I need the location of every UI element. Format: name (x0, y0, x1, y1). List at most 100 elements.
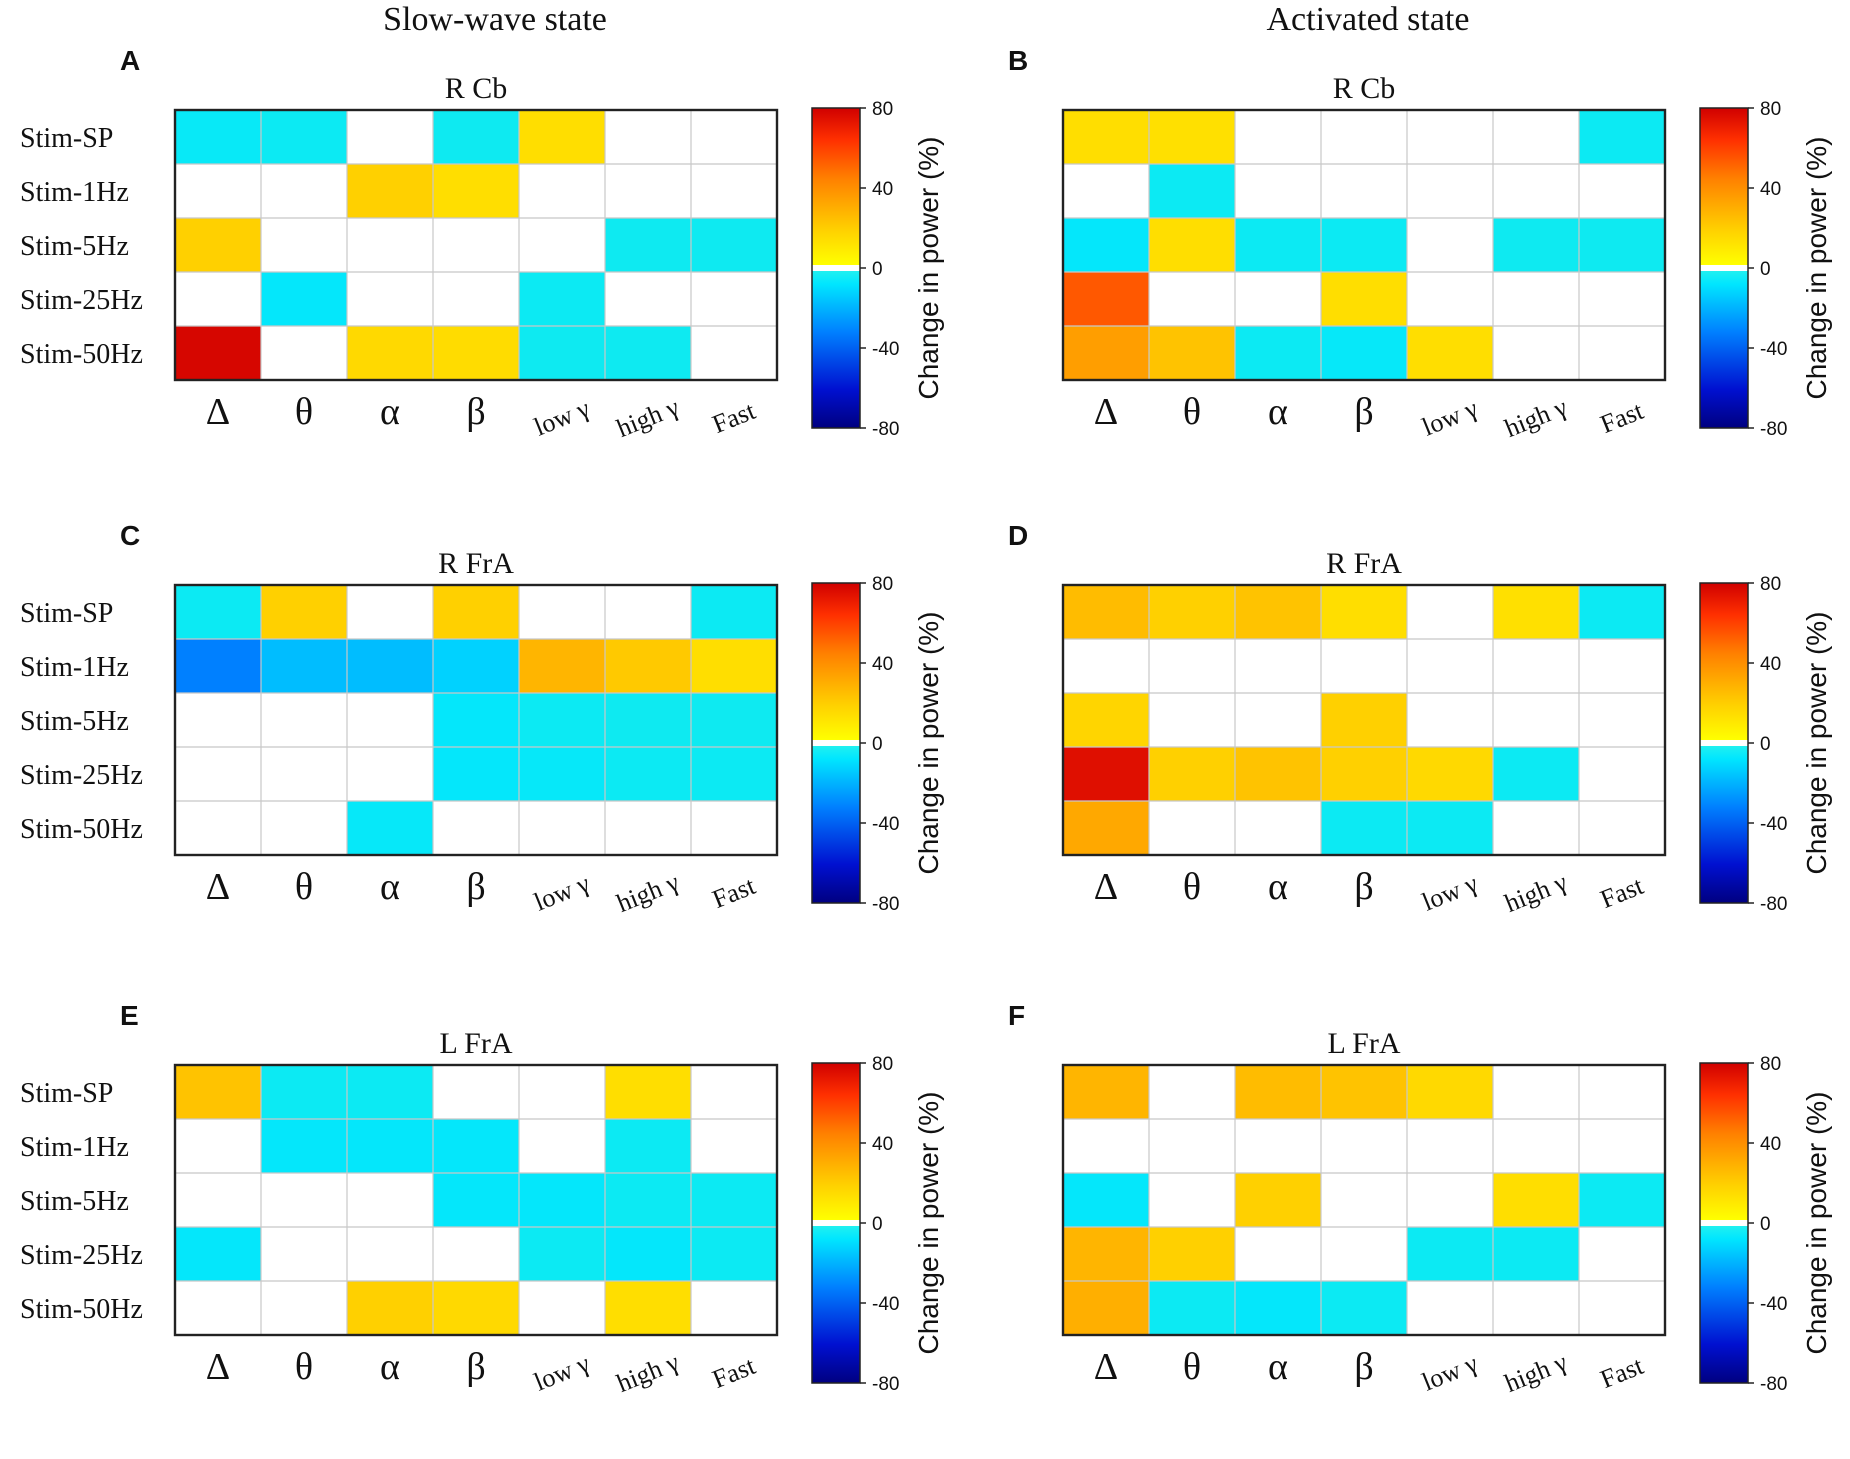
column-label: low γ (1418, 868, 1482, 916)
heatmap-cell (1407, 585, 1493, 639)
panel-title: R Cb (445, 72, 508, 105)
heatmap-cell (261, 639, 347, 693)
column-label: low γ (1418, 1348, 1482, 1396)
colorbar-tick-label: 0 (872, 1214, 883, 1235)
heatmap-cell (1321, 1281, 1407, 1335)
colorbar-tick-label: -80 (872, 1374, 899, 1395)
heatmap-cell (1063, 801, 1149, 855)
heatmap-cell (347, 272, 433, 326)
row-label: Stim-50Hz (20, 1294, 143, 1325)
heatmap-cell (605, 639, 691, 693)
heatmap-cell (1321, 1227, 1407, 1281)
colorbar-tick-label: -40 (872, 814, 899, 835)
heatmap-cell (1149, 747, 1235, 801)
heatmap-cell (1493, 326, 1579, 380)
heatmap-cell (519, 218, 605, 272)
heatmap-cell (1149, 801, 1235, 855)
heatmap-cell (1149, 639, 1235, 693)
column-label: Fast (1596, 396, 1648, 439)
heatmap-cell (347, 1065, 433, 1119)
column-label: β (466, 1346, 485, 1388)
heatmap-cell (1063, 585, 1149, 639)
heatmap-cell (1407, 1281, 1493, 1335)
heatmap-cell (1493, 747, 1579, 801)
panel-title: R FrA (438, 547, 514, 580)
heatmap-cell (1579, 639, 1665, 693)
column-label: θ (295, 1346, 313, 1388)
heatmap-cell (605, 326, 691, 380)
heatmap-cell (519, 747, 605, 801)
column-label: θ (1183, 391, 1201, 433)
heatmap-cell (1407, 1119, 1493, 1173)
heatmap-cell (1149, 1119, 1235, 1173)
heatmap-cell (1493, 1173, 1579, 1227)
heatmap-cell (1493, 164, 1579, 218)
heatmap-cell (1407, 110, 1493, 164)
heatmap-cell (1149, 1227, 1235, 1281)
heatmap-cell (691, 1281, 777, 1335)
colorbar-tick-label: 40 (1760, 179, 1781, 200)
heatmap-cell (1407, 639, 1493, 693)
heatmap-cell (605, 747, 691, 801)
column-label: α (380, 391, 400, 433)
heatmap-cell (1321, 693, 1407, 747)
panel-title: L FrA (439, 1027, 512, 1060)
colorbar-tick-label: -40 (1760, 814, 1787, 835)
heatmap-cell (605, 693, 691, 747)
column-label: α (380, 866, 400, 908)
heatmap-cell (605, 164, 691, 218)
heatmap-cell (1063, 326, 1149, 380)
colorbar-tick-label: 0 (872, 734, 883, 755)
heatmap-cell (261, 1119, 347, 1173)
column-label: low γ (530, 868, 594, 916)
colorbar-tick-label: -80 (1760, 419, 1787, 440)
heatmap-cell (1149, 218, 1235, 272)
column-label: Fast (708, 396, 760, 439)
heatmap-cell (1579, 747, 1665, 801)
column-label: high γ (1501, 1347, 1571, 1398)
heatmap-cell (347, 110, 433, 164)
colorbar-tick-label: 80 (1760, 574, 1781, 595)
panel-c: C R FrA Stim-SP Stim-1Hz Stim-5Hz Stim-25Hz St… (20, 520, 944, 918)
column-label: β (1354, 1346, 1373, 1388)
row-label: Stim-1Hz (20, 177, 129, 208)
heatmap-cell (1235, 1227, 1321, 1281)
heatmap-frame (1061, 1063, 1667, 1337)
column-label: high γ (613, 867, 683, 918)
heatmap-cell (1579, 1119, 1665, 1173)
heatmap-cell (261, 272, 347, 326)
heatmap-cell (433, 1065, 519, 1119)
heatmap-cell (1407, 326, 1493, 380)
heatmap-cell (1149, 1281, 1235, 1335)
heatmap-cell (347, 218, 433, 272)
heatmap-cell (1321, 218, 1407, 272)
heatmap-cell (519, 326, 605, 380)
row-label: Stim-25Hz (20, 1240, 143, 1271)
heatmap-cell (1493, 1227, 1579, 1281)
heatmap-cell (691, 639, 777, 693)
heatmap-cell (175, 326, 261, 380)
heatmap-cell (605, 585, 691, 639)
column-label: Fast (708, 871, 760, 914)
panel-title: R Cb (1333, 72, 1396, 105)
heatmap-cell (605, 1119, 691, 1173)
heatmap-cell (1579, 164, 1665, 218)
heatmap-cell (433, 1281, 519, 1335)
heatmap-cell (1235, 801, 1321, 855)
heatmap-cell (175, 1281, 261, 1335)
heatmap-cell (691, 585, 777, 639)
colorbar-label: Change in power (%) (913, 1091, 944, 1354)
colorbar-tick-label: 0 (1760, 259, 1771, 280)
heatmap-cell (691, 272, 777, 326)
heatmap-cell (1321, 585, 1407, 639)
heatmap-cell (175, 747, 261, 801)
row-label: Stim-50Hz (20, 339, 143, 370)
heatmap-frame (1061, 583, 1667, 857)
heatmap-cell (1063, 639, 1149, 693)
heatmap-cell (175, 1119, 261, 1173)
row-label: Stim-25Hz (20, 760, 143, 791)
heatmap-cell (175, 110, 261, 164)
heatmap-cell (1321, 801, 1407, 855)
heatmap-cell (691, 218, 777, 272)
colorbar-tick-label: 40 (1760, 654, 1781, 675)
